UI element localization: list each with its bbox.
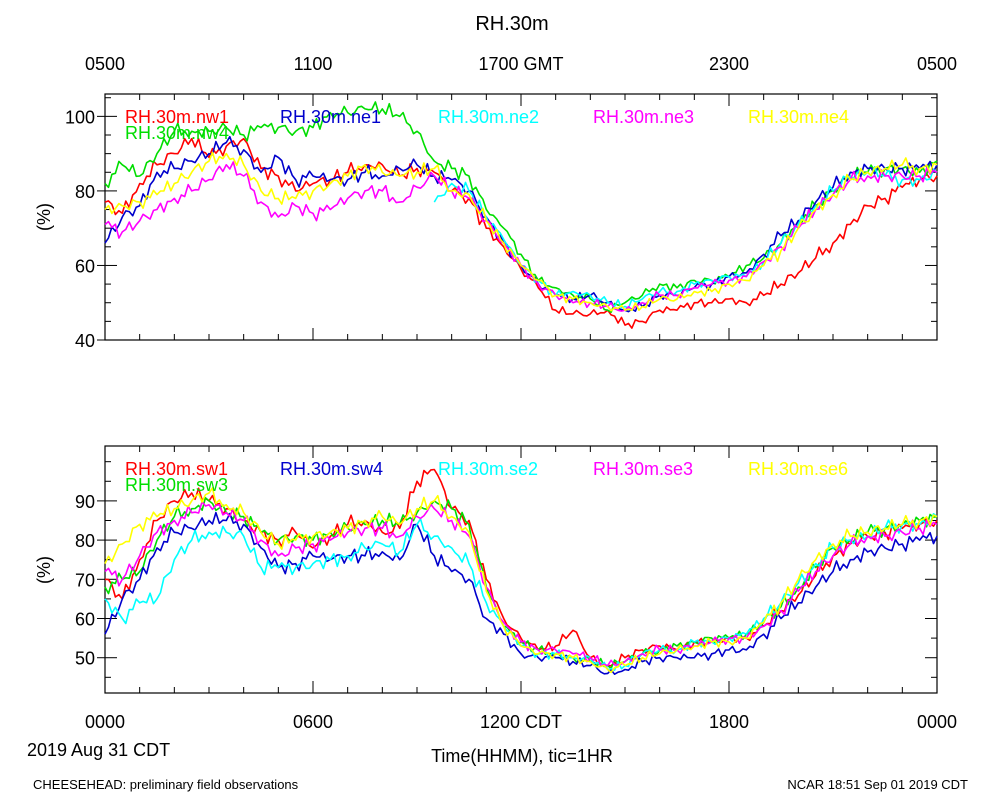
legend-entry: RH.30m.ne3: [593, 107, 694, 127]
series-line-rh-30m-ne4: [104, 151, 938, 312]
bottom-tick-label: 0600: [293, 712, 333, 732]
series-line-rh-30m-ne1: [104, 135, 938, 313]
panel-top-ylabel: (%): [34, 203, 54, 231]
y-tick-label: 100: [65, 107, 95, 127]
panel-bottom-x-ticks: [104, 446, 938, 693]
top-tick-label: 1100: [294, 54, 333, 74]
bottom-tick-label: 0000: [85, 712, 125, 732]
legend-entry: RH.30m.sw3: [125, 475, 228, 495]
legend-entry: RH.30m.nw1: [125, 107, 229, 127]
panel-bottom-ylabel: (%): [34, 556, 54, 584]
bottom-axis-cdt-ticks: 0000 0600 1200 CDT 1800 0000: [85, 712, 957, 732]
series-line-rh-30m-ne3: [104, 161, 938, 312]
y-tick-label: 60: [75, 256, 95, 276]
legend-entry: RH.30m.sw1: [125, 459, 228, 479]
top-axis-gmt-ticks: 0500 1100 1700 GMT 2300 0500: [85, 54, 957, 74]
chart-title: RH.30m: [475, 13, 548, 35]
legend-entry: RH.30m.nw4: [125, 123, 229, 143]
y-tick-label: 90: [75, 492, 95, 512]
y-tick-label: 40: [75, 331, 95, 351]
bottom-tick-label: 1200 CDT: [480, 712, 562, 732]
footer-right: NCAR 18:51 Sep 01 2019 CDT: [787, 777, 968, 792]
date-label: 2019 Aug 31 CDT: [27, 740, 170, 760]
y-tick-label: 50: [75, 649, 95, 669]
legend-entry: RH.30m.ne1: [280, 107, 381, 127]
legend-entry: RH.30m.ne2: [438, 107, 539, 127]
panel-bottom-series: [104, 468, 938, 675]
series-line-rh-30m-sw3: [104, 497, 938, 670]
series-line-rh-30m-se6: [104, 487, 938, 674]
y-tick-label: 80: [75, 531, 95, 551]
legend-entry: RH.30m.se3: [593, 459, 693, 479]
top-tick-label: 0500: [85, 54, 125, 74]
legend-entry: RH.30m.ne4: [748, 107, 849, 127]
series-line-rh-30m-se3: [104, 500, 938, 667]
footer-left: CHEESEHEAD: preliminary field observatio…: [33, 777, 299, 792]
panel-top-series: [104, 101, 938, 329]
panel-top-y-ticks: 40 60 80 100: [65, 97, 937, 351]
top-tick-label: 0500: [917, 54, 957, 74]
legend-entry: RH.30m.sw4: [280, 459, 383, 479]
bottom-tick-label: 1800: [709, 712, 749, 732]
legend-entry: RH.30m.se6: [748, 459, 848, 479]
top-tick-label: 2300: [709, 54, 749, 74]
y-tick-label: 70: [75, 570, 95, 590]
series-line-rh-30m-nw4: [104, 101, 938, 313]
panel-top-x-ticks: [104, 94, 938, 340]
series-line-rh-30m-nw1: [104, 137, 938, 329]
x-axis-label: Time(HHMM), tic=1HR: [431, 746, 613, 766]
series-line-rh-30m-sw4: [104, 511, 938, 675]
legend-entry: RH.30m.se2: [438, 459, 538, 479]
top-tick-label: 1700 GMT: [478, 54, 563, 74]
y-tick-label: 60: [75, 610, 95, 630]
y-tick-label: 80: [75, 182, 95, 202]
bottom-tick-label: 0000: [917, 712, 957, 732]
panel-bottom-y-ticks: 50 60 70 80 90: [75, 461, 937, 678]
